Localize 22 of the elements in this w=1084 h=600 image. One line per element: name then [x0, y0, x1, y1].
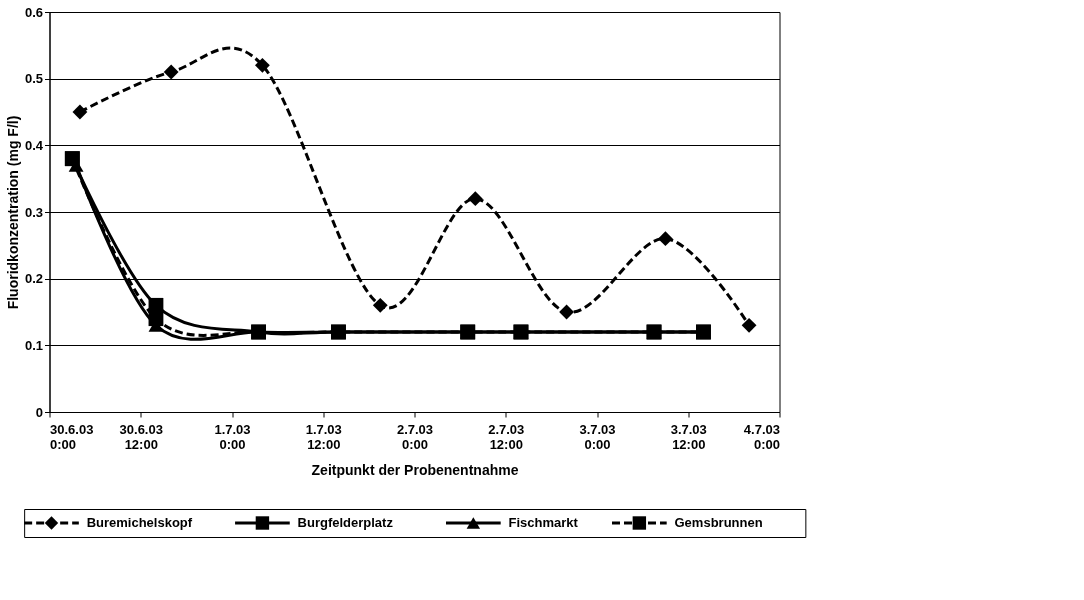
y-tick-label: 0.1	[24, 337, 43, 353]
x-tick-label: 2.7.03 0:00	[396, 421, 434, 452]
y-tick-label: 0.2	[24, 271, 43, 287]
legend-label: Gemsbrunnen	[674, 515, 763, 530]
y-tick-label: 0.4	[24, 137, 44, 153]
x-tick-label: 30.6.03 0:00	[50, 421, 94, 452]
x-tick-label: 3.7.03 12:00	[670, 421, 707, 452]
x-tick-label: 2.7.03 12:00	[488, 421, 525, 452]
legend-label: Burgfelderplatz	[297, 515, 394, 530]
x-tick-label: 1.7.03 0:00	[214, 421, 251, 452]
x-tick-label: 4.7.03 0:00	[743, 421, 780, 452]
y-tick-label: 0.3	[24, 204, 43, 220]
y-tick-label: 0.5	[24, 71, 43, 87]
y-axis-title: Fluoridkonzentration (mg F/l)	[4, 115, 21, 310]
legend-label: Fischmarkt	[508, 515, 579, 530]
x-tick-label: 1.7.03 12:00	[305, 421, 342, 452]
x-tick-label: 30.6.03 12:00	[119, 421, 163, 452]
x-tick-label: 3.7.03 0:00	[579, 421, 616, 452]
legend-label: Buremichelskopf	[86, 515, 193, 530]
y-tick-label: 0.6	[24, 4, 43, 20]
y-tick-label: 0	[35, 404, 43, 420]
x-axis-title: Zeitpunkt der Probenentnahme	[311, 461, 519, 478]
